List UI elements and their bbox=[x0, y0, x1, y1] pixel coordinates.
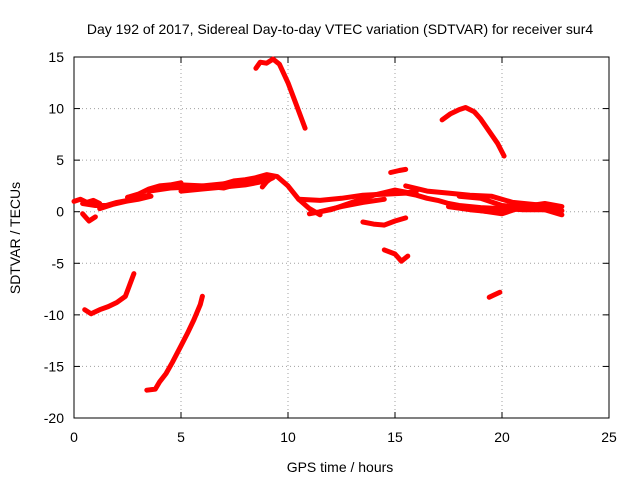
x-tick-label: 25 bbox=[601, 429, 617, 445]
series-arc-10 bbox=[259, 174, 276, 190]
series-arc-13 bbox=[317, 196, 387, 215]
chart-title: Day 192 of 2017, Sidereal Day-to-day VTE… bbox=[87, 21, 593, 37]
series-arc-2 bbox=[80, 211, 98, 224]
series-arc-26 bbox=[486, 289, 503, 300]
series-arc-25 bbox=[144, 293, 205, 393]
x-tick-label: 15 bbox=[387, 429, 403, 445]
plot-frame bbox=[73, 56, 610, 419]
series-group bbox=[71, 56, 565, 393]
y-tick-label: 10 bbox=[48, 101, 64, 117]
y-tick-label: 5 bbox=[56, 152, 64, 168]
series-arc-4 bbox=[97, 193, 154, 212]
series-arc-14 bbox=[360, 215, 409, 228]
series-arc-21 bbox=[478, 201, 565, 217]
x-tick-label: 10 bbox=[280, 429, 296, 445]
series-arc-23 bbox=[439, 105, 507, 159]
y-tick-label: -5 bbox=[52, 255, 65, 271]
series-arc-24 bbox=[82, 271, 137, 317]
y-tick-label: -10 bbox=[44, 307, 64, 323]
y-tick-label: 15 bbox=[48, 49, 64, 65]
axis-ticks: 0 5 10 15 20 25 15 10 5 0 -5 -10 -15 -20 bbox=[44, 49, 617, 445]
x-axis-label: GPS time / hours bbox=[287, 459, 394, 475]
y-tick-label: 0 bbox=[56, 204, 64, 220]
x-tick-label: 5 bbox=[177, 429, 185, 445]
series-arc-16 bbox=[381, 247, 411, 264]
series-arc-20 bbox=[456, 193, 565, 218]
series-arc-15 bbox=[388, 166, 409, 175]
grid bbox=[74, 57, 609, 418]
series-arc-22 bbox=[253, 56, 308, 131]
x-tick-label: 20 bbox=[494, 429, 510, 445]
y-tick-label: -15 bbox=[44, 358, 64, 374]
y-axis-label: SDTVAR / TECUs bbox=[7, 182, 23, 294]
x-tick-label: 0 bbox=[70, 429, 78, 445]
y-tick-label: -20 bbox=[44, 410, 64, 426]
